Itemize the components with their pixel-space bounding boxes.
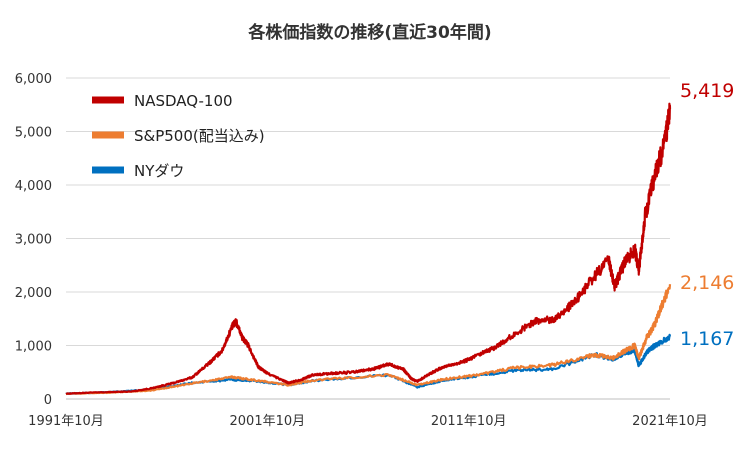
- series-line: [65, 333, 672, 395]
- y-tick-label: 6,000: [15, 72, 52, 87]
- gridlines: [66, 77, 670, 400]
- y-tick-label: 2,000: [15, 286, 52, 301]
- x-tick-label: 1991年10月: [28, 414, 104, 429]
- chart-title: 各株価指数の推移(直近30年間): [247, 22, 491, 43]
- x-tick-label: 2021年10月: [632, 414, 708, 429]
- x-tick-label: 2011年10月: [431, 414, 507, 429]
- series-lines: [65, 102, 672, 396]
- series-end-label: 5,419: [680, 80, 734, 102]
- x-tick-label: 2001年10月: [230, 414, 306, 429]
- series-end-label: 2,146: [680, 272, 734, 294]
- legend: NASDAQ-100 S&P500(配当込み) NYダウ: [92, 92, 265, 180]
- y-tick-label: 4,000: [15, 179, 52, 194]
- y-tick-label: 1,000: [15, 340, 52, 355]
- end-labels: 5,419 2,146 1,167: [680, 80, 734, 350]
- x-axis-ticks: 1991年10月 2001年10月 2011年10月 2021年10月: [28, 414, 708, 429]
- y-tick-label: 0: [44, 393, 52, 408]
- y-axis-ticks: 0 1,000 2,000 3,000 4,000 5,000 6,000: [15, 72, 52, 408]
- legend-label: NYダウ: [134, 162, 184, 180]
- series-line: [65, 284, 672, 396]
- series-line: [65, 102, 672, 395]
- y-tick-label: 5,000: [15, 126, 52, 141]
- legend-label: S&P500(配当込み): [134, 127, 265, 145]
- series-end-label: 1,167: [680, 328, 734, 350]
- y-tick-label: 3,000: [15, 233, 52, 248]
- legend-label: NASDAQ-100: [134, 92, 233, 110]
